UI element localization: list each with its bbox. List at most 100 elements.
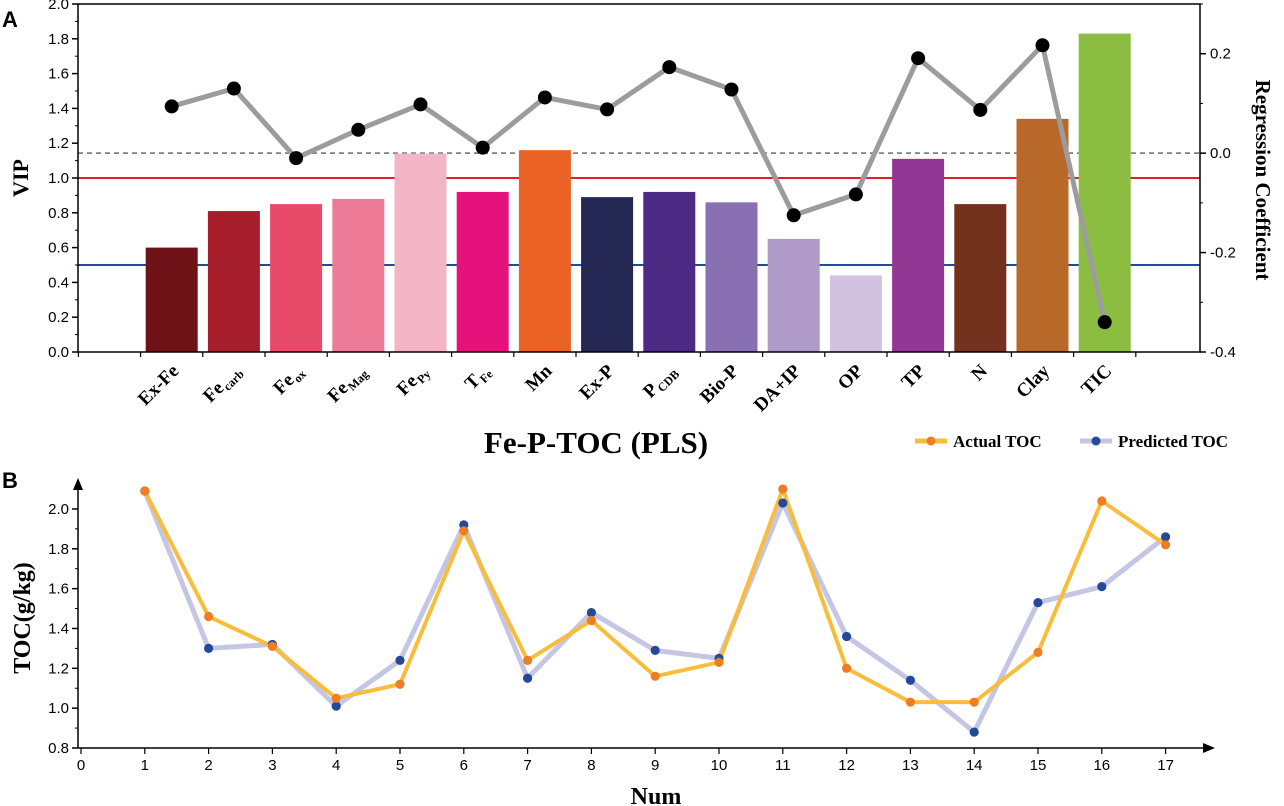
x-tick-label: 6 <box>460 757 468 774</box>
vip-tick-label: 0.0 <box>48 344 69 361</box>
vip-tick-label: 1.2 <box>48 135 69 152</box>
series-point-actual-toc <box>523 655 533 665</box>
series-point-predicted-toc <box>523 673 533 683</box>
x-tick-label: 4 <box>332 757 340 774</box>
panel-b-label: B <box>2 468 18 493</box>
y-tick-label: 1.6 <box>48 581 69 598</box>
series-point-actual-toc <box>650 671 660 681</box>
vip-axis-title: VIP <box>8 159 33 197</box>
category-label: TIC <box>1077 361 1116 400</box>
coefficient-tick-label: -0.2 <box>1210 245 1236 262</box>
reference-lines <box>78 152 1200 266</box>
x-tick-label: 11 <box>775 757 791 774</box>
category-label: TFe <box>461 360 496 395</box>
regression-coefficient-series <box>164 38 1112 330</box>
category-label: PCDB <box>639 361 682 404</box>
x-tick-label: 12 <box>838 757 855 774</box>
vip-bar <box>207 211 260 352</box>
vip-bar <box>705 202 758 352</box>
series-point-predicted-toc <box>650 645 660 655</box>
series-point-actual-toc <box>778 484 788 494</box>
x-tick-label: 13 <box>902 757 919 774</box>
category-label: DA+IP <box>750 360 806 416</box>
y-tick-label: 1.2 <box>48 660 69 677</box>
category-label-main: N <box>967 360 992 385</box>
y-axis-title: TOC(g/kg) <box>10 562 36 674</box>
coefficient-point <box>973 102 988 117</box>
vip-bar <box>581 197 634 352</box>
series-point-actual-toc <box>714 657 724 667</box>
category-axis-ticks <box>77 352 1137 357</box>
series-point-actual-toc <box>140 486 150 496</box>
y-tick-label: 2.0 <box>48 501 69 518</box>
x-tick-label: 5 <box>396 757 404 774</box>
coefficient-line <box>171 42 1108 323</box>
category-label-main: OP <box>834 360 868 394</box>
vip-tick-label: 2.0 <box>48 0 69 13</box>
category-label: OP <box>834 360 868 394</box>
coefficient-point <box>289 151 304 166</box>
vip-bar <box>643 191 696 352</box>
x-tick-label: 16 <box>1093 757 1110 774</box>
category-label-main: Ex-P <box>575 360 618 403</box>
panel-b: B 0 1 2 3 4 5 6 7 8 9 10 11 12 13 14 15 16 170.81.01.21.4… <box>2 468 1215 806</box>
series-point-actual-toc <box>395 679 405 689</box>
x-tick-label: 8 <box>587 757 595 774</box>
coefficient-point <box>662 60 677 75</box>
category-labels: Ex-Fe Fecarb Feox FeMag FePy TFe Mn Ex-P PCDB Bio… <box>134 360 1116 416</box>
series-point-predicted-toc <box>905 675 916 685</box>
series-point-actual-toc <box>267 641 277 652</box>
vip-tick-label: 1.4 <box>48 100 69 117</box>
category-label: N <box>967 360 992 385</box>
vip-bar <box>518 150 571 352</box>
category-label: TP <box>898 360 930 392</box>
vip-tick-label: 0.6 <box>48 240 69 257</box>
x-tick-label: 14 <box>966 757 983 774</box>
category-label: Feox <box>269 361 309 401</box>
y-tick-label: 1.0 <box>48 700 69 717</box>
coefficient-point <box>413 97 428 112</box>
vip-axis-ticks: 0.0 0.2 0.4 0.6 0.8 1.0 1.2 1.4 1.6 1.8 2.0 <box>48 0 78 361</box>
legend-swatch-marker <box>1091 436 1101 446</box>
series-point-actual-toc <box>1161 540 1171 550</box>
series-point-actual-toc <box>1033 647 1043 657</box>
vip-bar <box>829 275 882 352</box>
category-label-main: Ex-Fe <box>134 361 183 410</box>
y-axis-arrow <box>73 478 83 490</box>
legend-swatch-marker <box>926 436 936 446</box>
coefficient-tick-label: 0.0 <box>1210 145 1231 162</box>
vip-bar <box>954 204 1007 352</box>
series-point-predicted-toc <box>331 701 341 711</box>
category-label: Clay <box>1012 360 1054 402</box>
vip-bar <box>145 247 198 352</box>
coefficient-point <box>537 90 552 105</box>
x-tick-label: 0 <box>77 757 85 774</box>
category-label: Ex-P <box>575 360 618 403</box>
coefficient-axis-ticks: -0.4 -0.2 0.0 0.2 <box>1200 3 1236 361</box>
category-label: Bio-P <box>696 360 743 407</box>
vip-bar <box>456 191 509 352</box>
series-point-predicted-toc <box>842 631 852 642</box>
series-point-predicted-toc <box>204 643 214 654</box>
coefficient-point <box>911 51 926 66</box>
coefficient-tick-label: -0.4 <box>1210 344 1236 361</box>
x-tick-label: 10 <box>711 757 728 774</box>
x-tick-label: 7 <box>523 757 531 774</box>
legend-label: Predicted TOC <box>1118 432 1228 451</box>
x-tick-label: 9 <box>651 757 659 774</box>
series-point-predicted-toc <box>1097 582 1107 592</box>
series-point-predicted-toc <box>1033 597 1043 608</box>
x-tick-label: 17 <box>1157 757 1174 774</box>
vip-bar <box>332 198 385 352</box>
category-label-main: DA+IP <box>750 360 806 416</box>
x-tick-label: 3 <box>268 757 276 774</box>
coefficient-point <box>786 208 801 223</box>
category-label: Ex-Fe <box>134 361 183 410</box>
panel-b-axes: 0 1 2 3 4 5 6 7 8 9 10 11 12 13 14 15 16 170.81.01.21.41.… <box>48 478 1215 774</box>
series-point-actual-toc <box>969 697 979 707</box>
coefficient-point <box>600 102 615 117</box>
coefficient-tick-label: 0.2 <box>1210 46 1231 63</box>
category-label: Fecarb <box>199 360 247 408</box>
series-line-predicted-toc <box>142 490 1168 735</box>
